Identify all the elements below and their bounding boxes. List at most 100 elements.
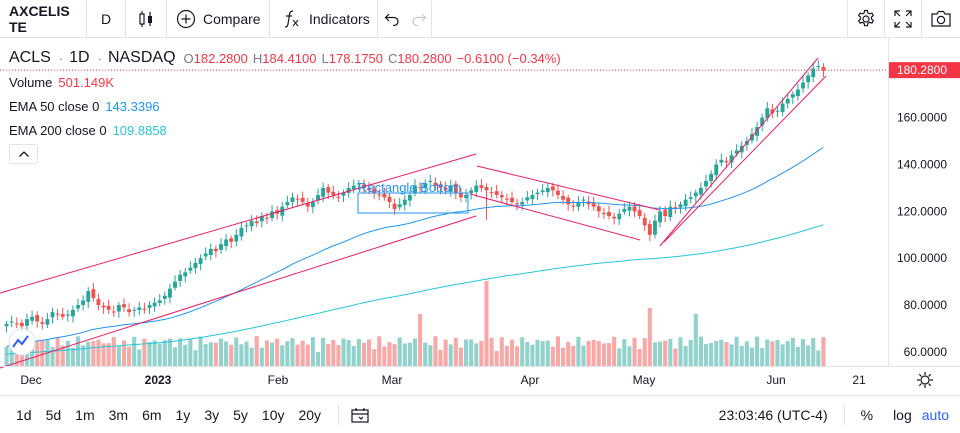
volume-bar	[321, 337, 326, 366]
candle	[224, 233, 229, 251]
legend-dot: ·	[58, 50, 64, 66]
log-scale-button[interactable]: log	[893, 407, 912, 423]
compare-button[interactable]: Compare	[167, 0, 270, 38]
range-button-5d[interactable]: 5d	[45, 406, 62, 423]
volume-bar	[617, 348, 622, 366]
candles-icon	[137, 10, 155, 28]
fullscreen-button[interactable]	[884, 0, 921, 38]
candle	[259, 212, 264, 228]
axis-settings-button[interactable]	[889, 366, 960, 394]
volume-bar	[290, 338, 295, 366]
candle	[499, 190, 504, 204]
legend-volume-row[interactable]: Volume 501.149K	[9, 70, 561, 94]
volume-bar	[203, 344, 208, 366]
volume-bar	[601, 343, 606, 366]
volume-bar	[632, 337, 637, 366]
range-button-3m[interactable]: 3m	[108, 406, 129, 423]
collapse-legend-button[interactable]	[9, 144, 38, 164]
candle	[550, 182, 555, 197]
range-button-10y[interactable]: 10y	[261, 406, 285, 423]
interval-button[interactable]: D	[87, 0, 126, 38]
calendar-icon[interactable]	[351, 407, 369, 423]
volume-bar	[147, 341, 152, 366]
candle	[392, 198, 397, 215]
range-button-5y[interactable]: 5y	[233, 406, 248, 423]
volume-bar	[111, 336, 116, 366]
screenshot-button[interactable]	[921, 0, 960, 38]
volume-bar	[81, 345, 86, 366]
chart-type-button[interactable]	[126, 0, 167, 38]
range-button-1d[interactable]: 1d	[16, 406, 32, 423]
redo-button[interactable]	[406, 0, 432, 38]
time-tick-label: Dec	[20, 373, 41, 387]
volume-bar	[504, 345, 509, 366]
volume-bar	[116, 346, 121, 366]
volume-bar	[40, 340, 45, 366]
range-button-6m[interactable]: 6m	[142, 406, 162, 423]
volume-bar	[132, 336, 137, 366]
volume-bar	[183, 344, 188, 366]
volume-bar	[270, 342, 275, 366]
legend-symbol-row: ACLS · 1D · NASDAQ O 182.2800 H 184.4100…	[9, 46, 561, 70]
legend-symbol[interactable]: ACLS	[9, 49, 51, 66]
range-button-1m[interactable]: 1m	[75, 406, 95, 423]
down-channel-lower-line	[469, 193, 641, 241]
volume-bar	[254, 336, 259, 366]
candle	[459, 187, 463, 202]
price-chart[interactable]: Rectangle Bottom 160.0000 140.0000 120.000…	[0, 38, 960, 395]
candle	[790, 91, 795, 104]
top-toolbar: AXCELIS TE D Compare Indicators	[0, 0, 960, 38]
chevron-up-icon	[18, 150, 30, 158]
volume-bar	[525, 341, 530, 366]
candle	[596, 202, 601, 218]
candle	[418, 182, 423, 194]
range-button-3y[interactable]: 3y	[204, 406, 220, 423]
candle	[96, 293, 101, 311]
clock[interactable]: 23:03:46 (UTC-4)	[718, 407, 828, 423]
sun-gear-icon	[916, 371, 934, 389]
volume-bar	[55, 336, 60, 366]
volume-bar	[234, 337, 239, 366]
candle	[239, 221, 244, 241]
undo-button[interactable]	[378, 0, 406, 38]
candle	[142, 302, 147, 314]
volume-bar	[275, 338, 280, 366]
percent-scale-button[interactable]: %	[860, 407, 874, 423]
volume-bar	[377, 336, 382, 366]
volume-bar	[397, 337, 402, 366]
time-tick-label: 2023	[145, 373, 172, 387]
legend-ema200-row[interactable]: EMA 200 close 0 109.8858	[9, 118, 561, 142]
candle	[801, 76, 805, 93]
volume-bar	[208, 342, 213, 366]
range-button-20y[interactable]: 20y	[298, 406, 322, 423]
candle	[607, 205, 611, 220]
close-value: 180.2800	[397, 50, 452, 66]
candle	[65, 309, 70, 322]
candle	[484, 183, 489, 220]
candle	[122, 298, 126, 313]
candle	[545, 182, 550, 198]
volume-bar	[453, 338, 458, 366]
candle	[219, 238, 223, 255]
legend-ema50-row[interactable]: EMA 50 close 0 143.3396	[9, 94, 561, 118]
candle	[198, 254, 203, 271]
candle	[785, 93, 790, 109]
candle	[576, 196, 581, 212]
candle	[397, 198, 402, 211]
channel-upper-line	[0, 153, 477, 294]
settings-button[interactable]	[847, 0, 884, 38]
auto-scale-button[interactable]: auto	[921, 407, 949, 423]
volume-bar	[341, 338, 346, 366]
volume-bar	[709, 342, 714, 366]
volume-bar	[407, 342, 412, 366]
candle	[244, 222, 249, 233]
indicators-button[interactable]: Indicators	[270, 0, 378, 38]
candle	[305, 198, 310, 213]
symbol-search-button[interactable]: AXCELIS TE	[0, 0, 87, 38]
candle	[372, 185, 377, 199]
candle	[316, 188, 320, 205]
volume-bar	[755, 336, 760, 366]
volume-bar	[760, 348, 765, 366]
range-button-1y[interactable]: 1y	[175, 406, 191, 423]
volume-bar	[326, 343, 331, 366]
